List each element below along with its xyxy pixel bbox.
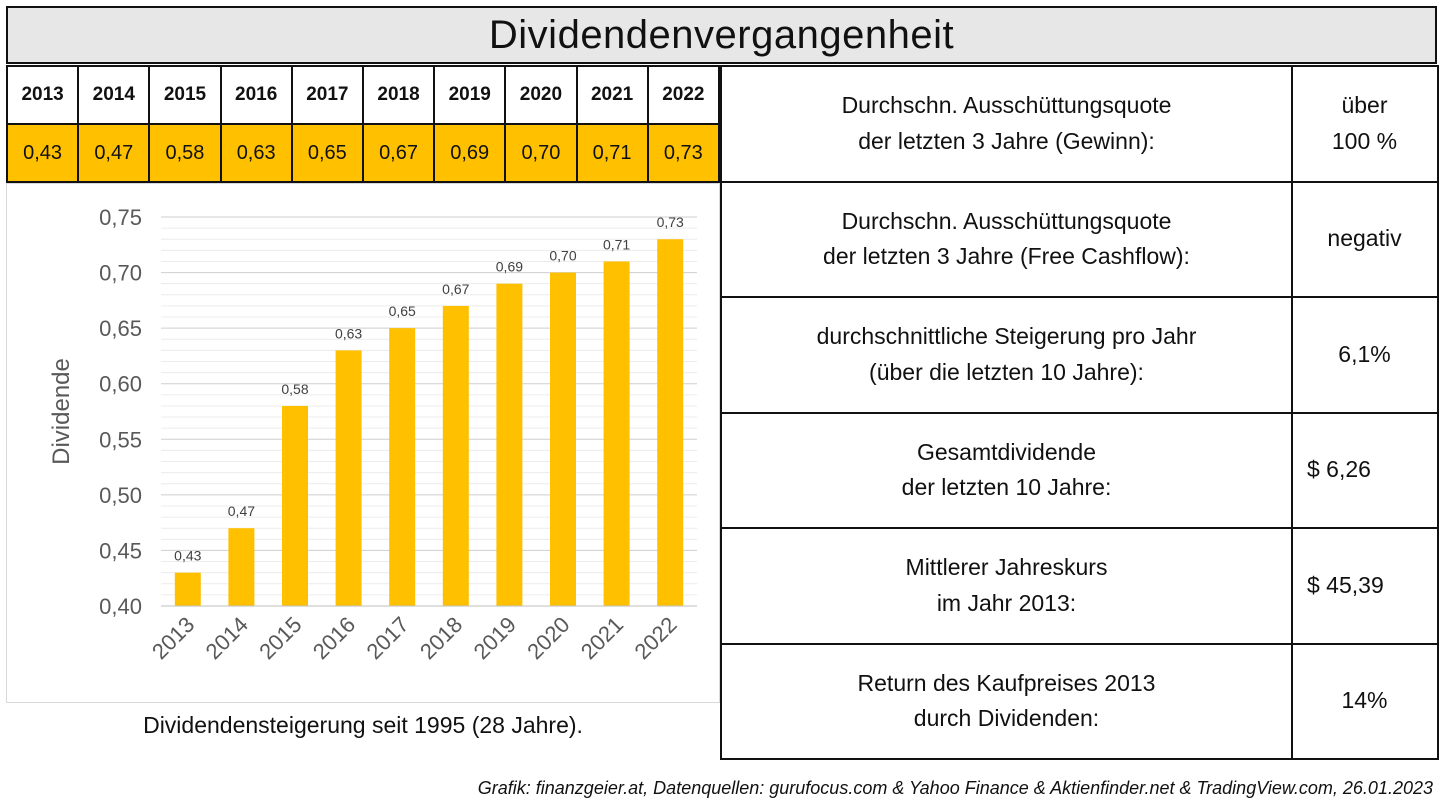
- bar: [174, 572, 201, 606]
- year-cell: 2014: [77, 65, 151, 125]
- year-cell: 2015: [148, 65, 222, 125]
- metric-row: durchschnittliche Steigerung pro Jahr (üb…: [720, 296, 1439, 414]
- year-cell: 2013: [5, 65, 80, 125]
- y-tick-label: 0,70: [99, 261, 142, 286]
- x-tick-label: 2013: [147, 612, 199, 664]
- y-tick-label: 0,75: [99, 205, 142, 230]
- dividend-value-cell: 0,43: [5, 123, 80, 183]
- bar-data-label: 0,63: [335, 325, 362, 341]
- bar: [550, 272, 576, 606]
- year-cell: 2016: [219, 65, 293, 125]
- metric-label: durchschnittliche Steigerung pro Jahr (üb…: [720, 296, 1293, 414]
- page-title: Dividendenvergangenheit: [6, 6, 1437, 64]
- metric-value: negativ: [1291, 180, 1439, 298]
- bar-data-label: 0,58: [281, 381, 308, 397]
- metric-row: Return des Kaufpreises 2013 durch Dividen…: [720, 642, 1439, 760]
- bar-data-label: 0,43: [174, 548, 201, 564]
- bar: [282, 405, 308, 606]
- dividend-year-table: 2013 2014 2015 2016 2017 2018 2019 2020 …: [5, 65, 721, 183]
- metric-label: Durchschn. Ausschüttungsquote der letzten…: [720, 180, 1293, 298]
- x-tick-label: 2016: [308, 612, 360, 664]
- dividend-value-cell: 0,67: [361, 123, 436, 183]
- dividend-value-cell: 0,71: [575, 123, 649, 183]
- y-tick-label: 0,60: [99, 372, 142, 397]
- chart-canvas: 0,40 0,45 0,50 0,55 0,60 0,65 0,70 0,75 Dividend…: [48, 205, 697, 664]
- metric-value: $ 6,26: [1291, 411, 1439, 529]
- metric-value: $ 45,39: [1291, 527, 1439, 645]
- x-tick-label: 2020: [522, 612, 574, 664]
- bar-data-label: 0,47: [228, 503, 255, 519]
- y-tick-label: 0,55: [99, 427, 142, 452]
- x-tick-label: 2014: [201, 612, 253, 664]
- dividend-value-cell: 0,63: [219, 123, 293, 183]
- metric-label: Mittlerer Jahreskurs im Jahr 2013:: [720, 527, 1293, 645]
- year-cell: 2017: [290, 65, 364, 125]
- dividend-value-cell: 0,70: [504, 123, 578, 183]
- y-tick-label: 0,40: [99, 594, 142, 619]
- dividend-value-cell: 0,69: [433, 123, 507, 183]
- bar: [389, 328, 416, 606]
- metric-value: 6,1%: [1291, 296, 1439, 414]
- x-tick-label: 2018: [415, 612, 467, 664]
- chart-caption: Dividendensteigerung seit 1995 (28 Jahre…: [143, 712, 583, 738]
- x-tick-label: 2019: [469, 612, 521, 664]
- y-tick-label: 0,65: [99, 316, 142, 341]
- y-tick-label: 0,50: [99, 483, 142, 508]
- dividend-value-cell: 0,47: [77, 123, 151, 183]
- y-axis-title: Dividende: [48, 358, 75, 465]
- bar: [335, 350, 362, 606]
- x-tick-label: 2021: [576, 612, 628, 664]
- metric-row: Durchschn. Ausschüttungsquote der letzten…: [720, 65, 1439, 183]
- x-tick-label: 2022: [629, 612, 681, 664]
- metric-value: über 100 %: [1291, 65, 1439, 183]
- x-tick-label: 2017: [361, 612, 413, 664]
- dividend-value-cell: 0,58: [148, 123, 222, 183]
- source-footer: Grafik: finanzgeier.at, Datenquellen: gu…: [477, 778, 1433, 798]
- metric-label: Gesamtdividende der letzten 10 Jahre:: [720, 411, 1293, 529]
- year-cell: 2020: [504, 65, 578, 125]
- bar: [496, 283, 523, 606]
- bar-data-label: 0,71: [603, 236, 630, 252]
- year-cell: 2018: [361, 65, 436, 125]
- metric-label: Return des Kaufpreises 2013 durch Dividen…: [720, 642, 1293, 760]
- dividend-bar-chart: 0,40 0,45 0,50 0,55 0,60 0,65 0,70 0,75 Dividend…: [6, 183, 720, 703]
- bar: [657, 239, 684, 606]
- y-tick-label: 0,45: [99, 538, 142, 563]
- bar-data-label: 0,65: [389, 303, 416, 319]
- bar-data-label: 0,67: [442, 281, 469, 297]
- bar-data-label: 0,73: [657, 214, 684, 230]
- dividend-value-cell: 0,73: [646, 123, 721, 183]
- year-cell: 2021: [575, 65, 649, 125]
- bar-data-label: 0,70: [549, 248, 576, 264]
- metric-row: Durchschn. Ausschüttungsquote der letzten…: [720, 180, 1439, 298]
- metric-value: 14%: [1291, 642, 1439, 760]
- year-cell: 2019: [433, 65, 507, 125]
- bar: [228, 528, 255, 606]
- bar-data-label: 0,69: [496, 259, 523, 275]
- x-tick-label: 2015: [254, 612, 306, 664]
- year-cell: 2022: [646, 65, 721, 125]
- metric-row: Gesamtdividende der letzten 10 Jahre: $ 6…: [720, 411, 1439, 529]
- dividend-value-cell: 0,65: [290, 123, 364, 183]
- year-row: 2013 2014 2015 2016 2017 2018 2019 2020 …: [5, 65, 721, 125]
- value-row: 0,43 0,47 0,58 0,63 0,65 0,67 0,69 0,70 …: [5, 123, 721, 183]
- bar: [442, 305, 469, 606]
- bar: [603, 261, 630, 606]
- metric-row: Mittlerer Jahreskurs im Jahr 2013: $ 45,3…: [720, 527, 1439, 645]
- metric-label: Durchschn. Ausschüttungsquote der letzten…: [720, 65, 1293, 183]
- metrics-table: Durchschn. Ausschüttungsquote der letzten…: [720, 65, 1439, 760]
